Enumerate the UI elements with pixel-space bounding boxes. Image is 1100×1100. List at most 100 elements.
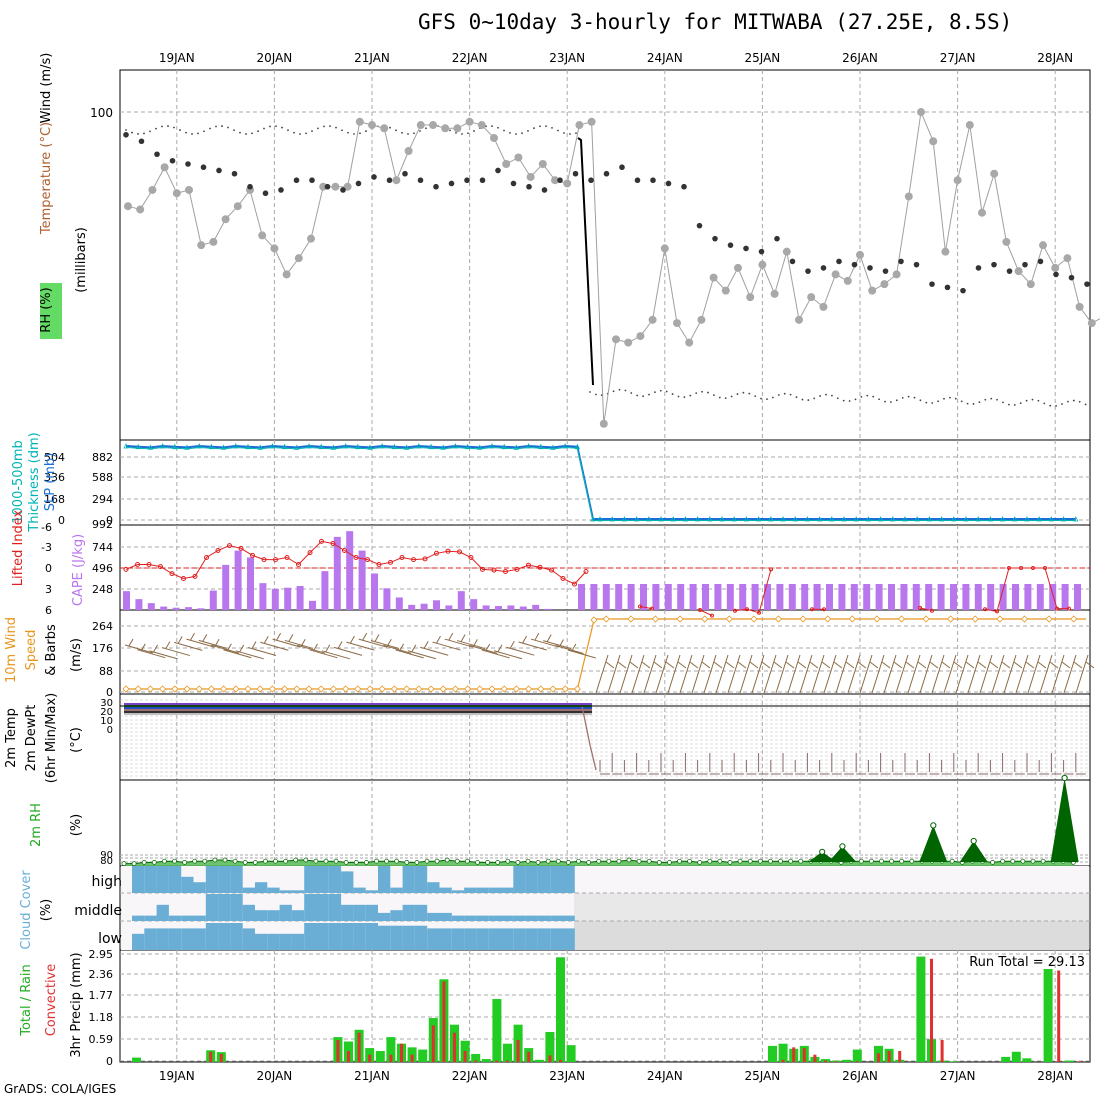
series-point-dark <box>324 183 331 190</box>
pressure-dot <box>878 398 880 401</box>
lifted-index-marker <box>365 557 370 563</box>
wind-barb-flag <box>522 635 528 644</box>
wind-barb-flag <box>288 634 294 642</box>
ylabel-cloud-2: (%) <box>39 899 54 922</box>
precip-convective-bar <box>527 1051 531 1062</box>
cloud-low-bar <box>464 928 477 950</box>
precip-total-bar <box>852 1049 862 1062</box>
wind-barb-flag <box>929 661 939 669</box>
wind-barb <box>469 644 498 654</box>
thickness-marker <box>501 443 507 450</box>
series-point-grey <box>502 159 511 168</box>
wind-speed-marker <box>774 615 783 623</box>
cloud-middle-bar <box>525 915 538 921</box>
cape-bar <box>482 605 490 610</box>
wind-barb <box>1027 654 1041 694</box>
lifted-index-marker <box>445 548 451 554</box>
rh-marker <box>990 860 995 865</box>
cape-bar <box>826 584 833 610</box>
wind-barb-flag <box>665 661 675 669</box>
wind-barb-flag <box>629 661 639 669</box>
cape-bar <box>764 584 771 610</box>
wind-speed-marker <box>602 615 610 623</box>
pressure-dot <box>618 388 621 391</box>
wind-speed-marker <box>451 685 459 693</box>
series-point-dark <box>1068 274 1075 281</box>
cape-bar <box>271 588 279 610</box>
precip-total-bar <box>545 1031 555 1062</box>
temp-drop-line <box>581 705 597 771</box>
series-point-grey <box>612 335 620 344</box>
cape-bar <box>925 584 933 610</box>
series-point-grey <box>282 270 291 279</box>
wind-barb <box>149 650 178 660</box>
cloud-low-bar <box>550 928 563 950</box>
x-tick-label-bottom: 28JAN <box>1037 1069 1073 1083</box>
precip-convective-bar <box>877 1053 880 1062</box>
wind-speed-marker <box>256 685 264 693</box>
series-point-dark <box>1022 261 1028 268</box>
pressure-dot <box>789 393 792 396</box>
precip-total-bar <box>132 1057 141 1062</box>
wind-barb <box>137 649 166 659</box>
rh-marker <box>454 858 460 864</box>
thickness-marker <box>755 516 762 522</box>
series-point-grey <box>136 205 145 214</box>
series-point-dark <box>882 268 889 274</box>
rh-marker <box>1000 858 1006 864</box>
wind-barb-flag <box>559 639 564 647</box>
thickness-marker <box>682 516 689 522</box>
cloud-low-bar <box>267 933 280 950</box>
thickness-marker <box>999 516 1006 522</box>
cloud-middle-bar <box>341 904 354 921</box>
cape-bar <box>1061 584 1069 610</box>
series-point-grey <box>831 270 840 279</box>
cloud-high-bar <box>267 887 280 893</box>
series-point-grey <box>599 419 608 428</box>
lifted-index-marker <box>284 555 290 560</box>
y-tick-label: 10 <box>100 716 113 727</box>
cloud-middle-bar <box>464 915 477 921</box>
series-point-grey <box>904 192 913 201</box>
cape-bar <box>702 584 709 610</box>
wind-speed-marker <box>500 685 508 693</box>
cloud-high-bar <box>390 887 403 893</box>
pressure-dot <box>913 396 916 399</box>
x-tick-label-top: 22JAN <box>452 51 488 65</box>
pressure-dot <box>149 130 151 133</box>
pressure-dot <box>389 126 391 129</box>
lifted-index-marker <box>181 576 186 581</box>
ylabel-rh-2: (%) <box>69 814 84 837</box>
rh-marker <box>222 857 228 863</box>
thickness-marker <box>172 443 178 450</box>
wind-speed-marker <box>996 615 1004 623</box>
precip-total-bar <box>556 957 565 1062</box>
y-tick-label-right: 882 <box>92 451 113 464</box>
wind-barb-flag <box>165 641 171 649</box>
lifted-index-line <box>125 540 587 585</box>
thickness-marker <box>926 516 933 522</box>
wind-barb-flag <box>497 644 503 652</box>
series-point-grey <box>770 289 779 298</box>
lifted-index-line <box>699 609 713 617</box>
cloud-high-bar <box>365 890 378 893</box>
thickness-marker <box>318 443 324 450</box>
wind-barb-flag <box>749 661 759 669</box>
cape-bar <box>358 550 366 610</box>
cloud-middle-bar <box>488 915 501 921</box>
wind-speed-marker <box>366 685 374 693</box>
series-point-grey <box>880 280 889 289</box>
series-point-grey <box>258 231 267 240</box>
precip-convective-bar <box>347 1051 350 1062</box>
series-point-grey <box>978 208 986 217</box>
wind-barb <box>715 654 729 694</box>
y-tick-label: 30 <box>100 698 113 709</box>
cloud-low-bar <box>537 928 551 950</box>
pressure-dot <box>624 389 627 392</box>
y-tick-label-right: 0 <box>106 514 113 527</box>
pressure-dot <box>419 130 421 132</box>
wind-barb <box>555 645 584 654</box>
precip-convective-bar <box>813 1054 817 1062</box>
lifted-index-marker <box>307 550 313 556</box>
thickness-marker <box>590 516 596 522</box>
